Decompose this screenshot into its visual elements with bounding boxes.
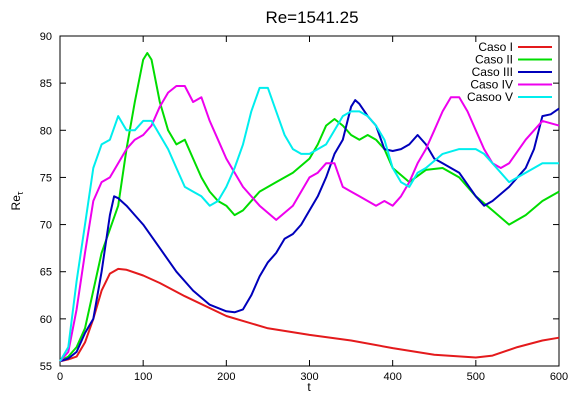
legend-label-2: Caso II [475,53,513,67]
series-line-1 [59,267,560,363]
legend-label-5: Casoo V [467,90,513,104]
series-line-3 [59,99,560,363]
y-axis-label-sub: τ [15,191,25,195]
chart-title: Re=1541.25 [265,8,358,27]
x-axis: 0 100 200 300 400 500 600 [57,36,568,383]
legend-label-4: Caso IV [470,78,513,92]
y-tick-label: 65 [40,267,52,279]
x-tick-label: 300 [300,371,318,383]
y-tick-label: 70 [40,220,52,232]
y-tick-label: 60 [40,314,52,326]
x-tick-label: 500 [467,371,485,383]
series-line-4 [59,85,560,362]
x-tick-label: 600 [550,371,568,383]
series-line-5 [59,86,559,362]
y-axis-label-main: Re [9,195,23,211]
x-tick-label: 400 [383,371,401,383]
x-axis-label: t [307,380,311,394]
y-tick-label: 75 [40,172,52,184]
y-tick-label: 85 [40,78,52,90]
y-tick-label: 80 [40,125,52,137]
series-line-2 [59,52,560,363]
x-tick-label: 100 [134,371,152,383]
y-axis-label: Reτ [9,191,25,210]
x-tick-label: 0 [57,371,63,383]
y-tick-label: 55 [40,361,52,373]
series-lines [59,52,560,363]
x-tick-label: 200 [217,371,235,383]
legend-label-3: Caso III [472,65,513,79]
y-axis: 55 60 65 70 75 80 85 90 [40,31,559,373]
legend-label-1: Caso I [478,40,513,54]
y-tick-label: 90 [40,31,52,43]
